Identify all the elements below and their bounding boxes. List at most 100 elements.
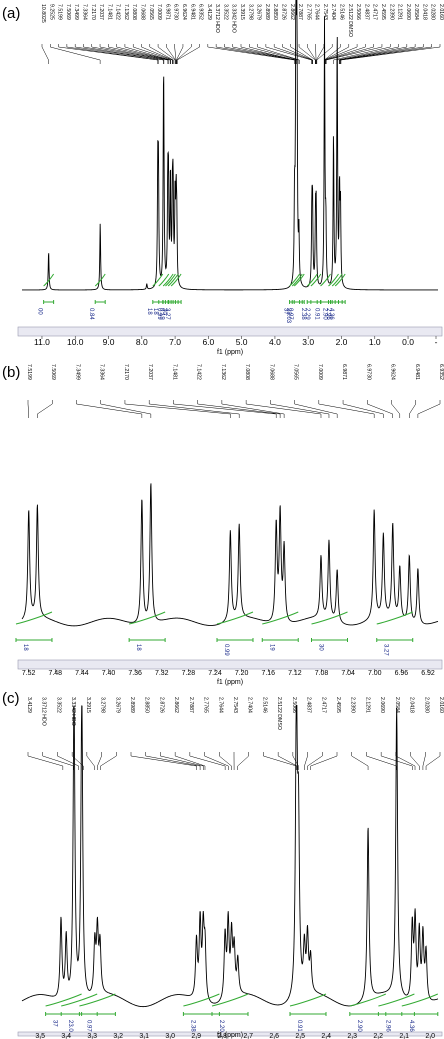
x-tick-label: - bbox=[435, 337, 438, 347]
integral-curve bbox=[334, 273, 346, 287]
integral-curve bbox=[331, 273, 343, 287]
peak-label: 7.5069 bbox=[65, 4, 71, 20]
peak-label: 7.2170 bbox=[90, 4, 96, 20]
integral-curve bbox=[306, 273, 318, 287]
peak-label: 6.9624 bbox=[390, 364, 396, 380]
integral-curve bbox=[79, 993, 116, 1007]
x-tick-label: 7.40 bbox=[102, 670, 116, 677]
peak-label-leader bbox=[339, 44, 416, 64]
peak-label-leader bbox=[410, 752, 420, 770]
peak-label-leader bbox=[232, 44, 298, 64]
peak-label: 3.3712 HDO bbox=[214, 4, 220, 33]
x-tick-label: 7.36 bbox=[128, 670, 142, 677]
x-tick-label: 2.5 bbox=[295, 1033, 305, 1039]
peak-label: 2.5146 bbox=[261, 697, 267, 713]
spectrum-trace bbox=[22, 0, 438, 291]
peak-label: 7.3364 bbox=[99, 364, 105, 380]
peak-label-leader bbox=[166, 44, 176, 64]
peak-label: 7.3499 bbox=[74, 364, 80, 380]
peak-label-leader bbox=[340, 44, 441, 64]
peak-label-leader bbox=[204, 752, 229, 770]
integral-curve bbox=[158, 273, 170, 287]
x-tick-label: 3.0 bbox=[302, 337, 314, 347]
peak-label: 2.7404 bbox=[330, 4, 336, 20]
peak-label: 7.1362 bbox=[220, 364, 226, 380]
integral-curve bbox=[165, 273, 176, 287]
integral-curve bbox=[293, 273, 305, 287]
integral-curve bbox=[328, 273, 339, 287]
integral-curve bbox=[376, 611, 413, 625]
integral-value: 0.97 bbox=[85, 1020, 91, 1032]
x-tick-label: 7.48 bbox=[48, 670, 62, 677]
x-tick-label: 7.16 bbox=[261, 670, 275, 677]
integral-value: 0.19 bbox=[158, 308, 164, 320]
peak-label: 7.3364 bbox=[81, 4, 87, 20]
peak-label-leader bbox=[176, 44, 184, 64]
panel-label: (b) bbox=[2, 364, 20, 381]
peak-label: 7.0688 bbox=[140, 4, 146, 20]
peak-label: 2.5122 DMSO bbox=[276, 697, 282, 730]
integral-curve bbox=[167, 273, 179, 287]
peak-label: 7.0808 bbox=[244, 364, 250, 380]
x-tick-label: 0.0 bbox=[402, 337, 414, 347]
peak-label-leader bbox=[91, 44, 169, 64]
peak-label: 2.8726 bbox=[280, 4, 286, 20]
peak-label-leader bbox=[71, 752, 84, 770]
x-tick-label: 2.7 bbox=[243, 1033, 253, 1039]
x-axis-title: f1 (ppm) bbox=[217, 349, 243, 356]
peak-label-leader bbox=[130, 752, 197, 770]
x-tick-label: 7.08 bbox=[315, 670, 329, 677]
x-axis-title: f1 (ppm) bbox=[217, 679, 243, 686]
x-tick-label: 7.32 bbox=[155, 670, 169, 677]
peak-label-leader bbox=[304, 752, 308, 770]
x-tick-label: 6.96 bbox=[395, 670, 409, 677]
spectrum-trace bbox=[21, 483, 439, 627]
integral-value: 00 bbox=[37, 308, 43, 315]
integral-curve bbox=[289, 993, 327, 1007]
peak-label: 2.7765 bbox=[203, 697, 209, 713]
peak-label-leader bbox=[310, 752, 338, 770]
peak-label-leader bbox=[27, 752, 64, 770]
x-tick-label: 3.4 bbox=[61, 1033, 71, 1039]
integral-value: 2.96 bbox=[325, 308, 331, 320]
peak-label: 3.2679 bbox=[114, 697, 120, 713]
x-tick-label: 3.0 bbox=[165, 1033, 175, 1039]
peak-label: 9.2525 bbox=[48, 4, 54, 20]
x-tick-label: 7.0 bbox=[169, 337, 181, 347]
x-tick-label: 7.24 bbox=[208, 670, 222, 677]
peak-label-leader bbox=[249, 44, 300, 64]
peak-label: 7.2037 bbox=[147, 364, 153, 380]
peak-label: 2.8989 bbox=[264, 4, 270, 20]
peak-label-leader bbox=[221, 400, 285, 418]
peak-label-leader bbox=[307, 752, 323, 770]
peak-label-leader bbox=[145, 752, 201, 770]
x-axis-title: f1 (ppm) bbox=[217, 1032, 243, 1039]
peak-label-leader bbox=[124, 44, 171, 64]
peak-label-leader bbox=[157, 44, 176, 64]
peak-label-leader bbox=[265, 44, 312, 64]
peak-label-leader bbox=[100, 752, 117, 770]
peak-label: 3.3915 bbox=[239, 4, 245, 20]
integral-curve bbox=[311, 611, 348, 625]
peak-label: 2.1291 bbox=[364, 697, 370, 713]
integral-value: 19 bbox=[268, 644, 274, 651]
peak-label: 7.0688 bbox=[268, 364, 274, 380]
x-tick-label: 5.0 bbox=[236, 337, 248, 347]
peak-label-leader bbox=[316, 44, 325, 64]
integral-curve bbox=[15, 611, 53, 625]
spectrum-panel-c: (c) 3.4129 3.3712 HDO 3.3522 3.3342 HDO 3.291… bbox=[2, 690, 444, 1039]
peak-label-leader bbox=[425, 752, 441, 770]
peak-label-leader bbox=[86, 752, 95, 770]
peak-label: 6.9352 bbox=[438, 364, 444, 380]
peak-label: 2.7644 bbox=[314, 4, 320, 20]
peak-label-leader bbox=[263, 752, 297, 770]
peak-label-leader bbox=[132, 44, 173, 64]
integral-value: 2.38 bbox=[189, 1020, 195, 1032]
integral-curve bbox=[320, 273, 331, 287]
integral-curve bbox=[94, 273, 106, 287]
integral-value: 3.27 bbox=[383, 644, 389, 656]
peak-label-leader bbox=[325, 44, 374, 64]
integral-curve bbox=[152, 273, 164, 287]
peak-label: 2.5066 bbox=[291, 697, 297, 713]
peak-label-leader bbox=[342, 400, 384, 418]
